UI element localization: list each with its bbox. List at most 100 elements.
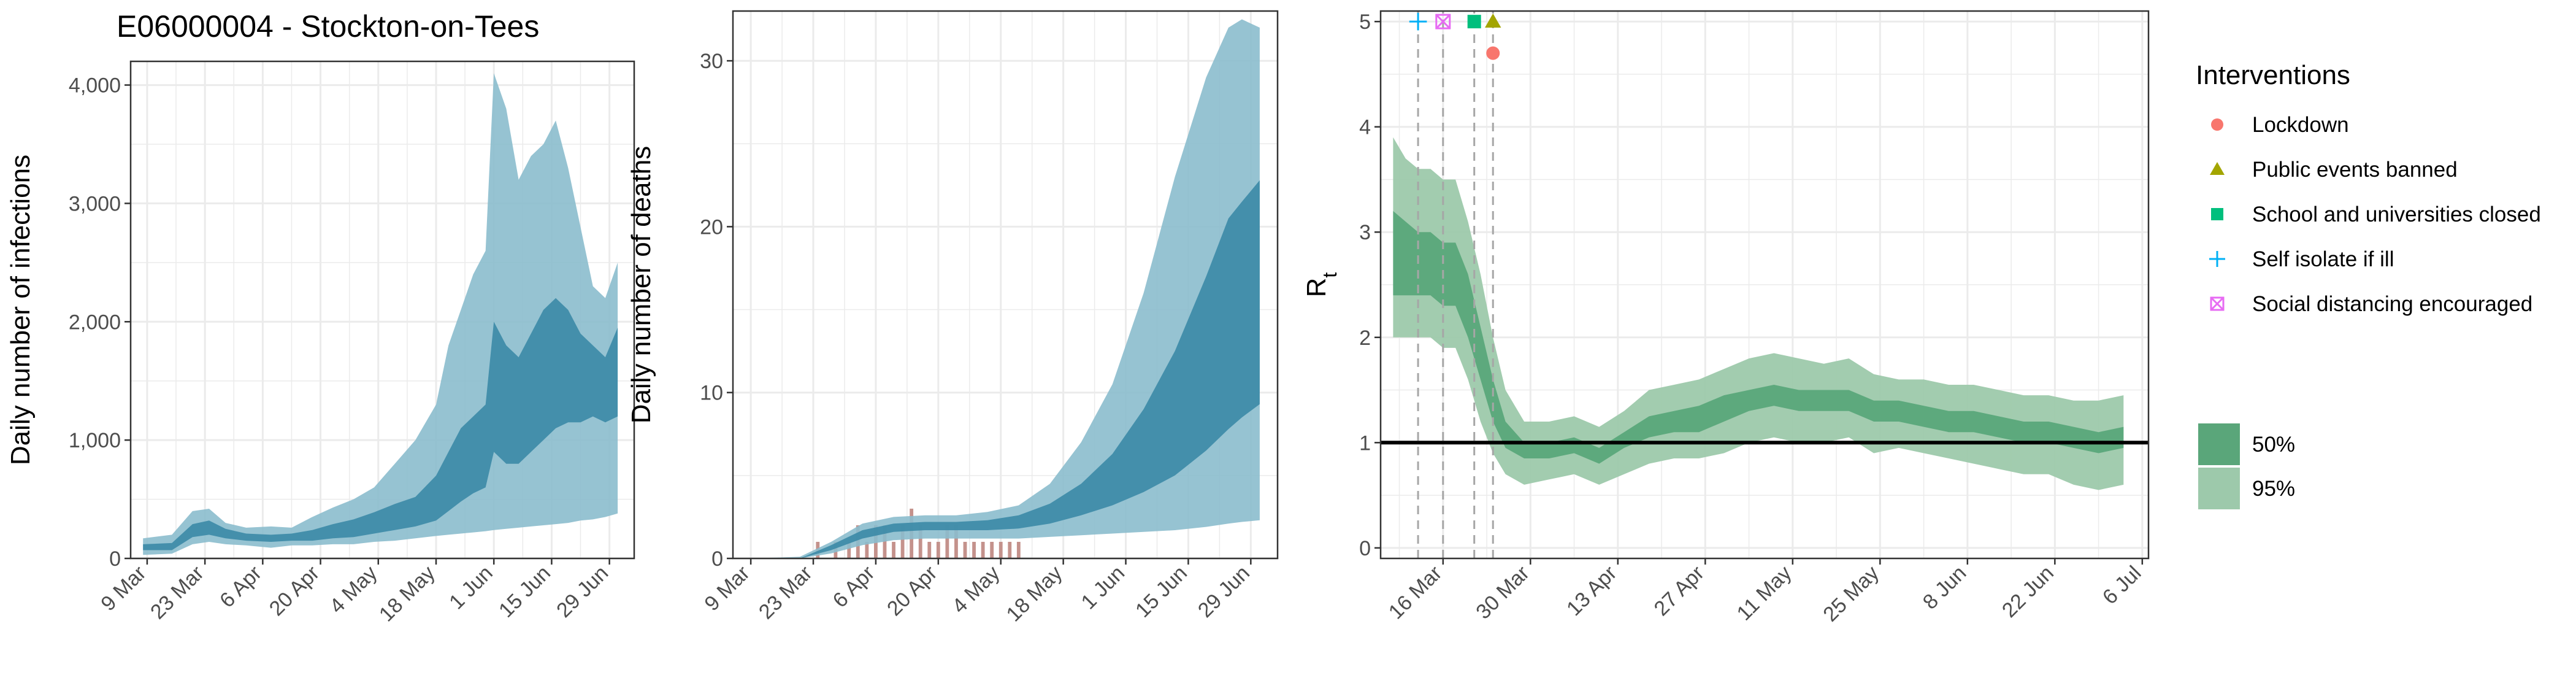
x-tick-label: 27 Apr <box>1650 561 1709 620</box>
legend-key-marker <box>2211 118 2223 131</box>
death-bar <box>918 525 922 558</box>
y-tick-label: 0 <box>711 547 723 571</box>
x-tick-label: 4 May <box>325 561 381 618</box>
death-bar <box>865 541 869 558</box>
y-tick-label: 2,000 <box>69 311 121 334</box>
death-bar <box>847 541 851 558</box>
y-tick-label: 0 <box>109 547 121 571</box>
cross-b <box>1435 14 1451 29</box>
legend-ci-swatch <box>2198 423 2240 465</box>
gridlines <box>1381 11 2149 558</box>
box <box>2210 296 2225 311</box>
plot-border <box>129 60 635 560</box>
death-bar <box>963 541 967 558</box>
death-bar <box>883 525 887 558</box>
x-tick-label: 20 Apr <box>265 561 324 620</box>
intervention-marker <box>1486 46 1500 60</box>
y-axis-label: Rt <box>1301 272 1341 298</box>
x-tick-label: 16 Mar <box>1384 561 1447 624</box>
box <box>1435 14 1451 29</box>
death-bar <box>927 541 932 558</box>
x-tick-label: 22 Jun <box>1998 561 2058 622</box>
death-bar <box>1016 541 1021 558</box>
ci-band-50pct <box>751 180 1260 558</box>
cross-b <box>2210 296 2225 311</box>
x-tick-label: 11 May <box>1733 561 1796 625</box>
x-tick-label: 1 Jun <box>1076 561 1129 614</box>
x-tick-label: 6 Jul <box>2098 561 2146 609</box>
intervention-marker <box>1485 13 1501 28</box>
legend-ci-label: 50% <box>2252 433 2295 457</box>
y-tick-label: 2 <box>1359 326 1371 350</box>
y-tick-label: 30 <box>700 50 723 73</box>
x-tick-label: 9 Mar <box>700 561 754 615</box>
y-tick-label: 20 <box>700 215 723 239</box>
death-bar <box>972 541 976 558</box>
page-title: E06000004 - Stockton-on-Tees <box>117 9 540 44</box>
y-axis-label: Daily number of deaths <box>626 146 656 423</box>
y-tick-label: 4,000 <box>69 74 121 98</box>
y-tick-label: 10 <box>700 382 723 405</box>
x-tick-label: 6 Apr <box>829 561 880 612</box>
death-bar <box>981 541 985 558</box>
ci-band-95pct <box>1393 137 2124 490</box>
death-bar <box>936 541 940 558</box>
y-tick-label: 5 <box>1359 10 1371 34</box>
legend-key-marker <box>2210 162 2225 175</box>
plot-area <box>1381 11 2149 558</box>
death-bar <box>945 525 949 558</box>
x-tick-label: 1 Jun <box>445 561 497 614</box>
legend-key-marker <box>2209 251 2225 267</box>
x-tick-label: 23 Mar <box>146 561 209 624</box>
x-tick-label: 6 Apr <box>215 561 266 612</box>
legend-item-label: School and universities closed <box>2252 203 2541 226</box>
plot-border <box>732 10 1279 560</box>
death-bar <box>954 525 958 558</box>
y-tick-label: 3 <box>1359 221 1371 244</box>
intervention-marker <box>1409 12 1427 31</box>
plot-border <box>1379 10 2150 560</box>
legend: Interventions Lockdown Public events banne… <box>2196 60 2541 509</box>
ci-band-95pct <box>751 19 1260 558</box>
x-tick-label: 15 Jun <box>494 561 555 622</box>
ci-band-50pct <box>1393 210 2124 464</box>
x-tick-label: 20 Apr <box>883 561 941 620</box>
death-bar <box>900 525 905 558</box>
x-tick-label: 29 Jun <box>1194 561 1254 622</box>
legend-key-marker <box>2210 296 2225 311</box>
death-bar <box>990 541 994 558</box>
plot-area <box>751 19 1260 558</box>
x-tick-label: 8 Jun <box>1919 561 1971 614</box>
x-tick-label: 23 Mar <box>754 561 817 624</box>
death-bar <box>1008 541 1012 558</box>
y-tick-label: 0 <box>1359 537 1371 560</box>
x-tick-label: 4 May <box>948 561 1004 618</box>
legend-key-marker <box>2211 208 2223 220</box>
y-tick-label: 3,000 <box>69 192 121 215</box>
plot-area <box>143 73 618 555</box>
y-axis-label: Daily number of infections <box>6 155 36 465</box>
y-tick-label: 1,000 <box>69 429 121 452</box>
legend-item-label: Self isolate if ill <box>2252 247 2394 271</box>
x-tick-label: 13 Apr <box>1562 561 1621 620</box>
legend-item-label: Lockdown <box>2252 113 2349 137</box>
y-tick-label: 4 <box>1359 116 1371 139</box>
legend-ci-swatch <box>2198 468 2240 509</box>
legend-ci-label: 95% <box>2252 477 2295 501</box>
x-tick-label: 18 May <box>375 561 440 627</box>
death-bar <box>892 541 895 558</box>
legend-item-label: Social distancing encouraged <box>2252 292 2532 316</box>
death-bar <box>999 541 1003 558</box>
x-tick-label: 25 May <box>1819 561 1884 627</box>
intervention-marker <box>1467 15 1481 29</box>
x-tick-label: 15 Jun <box>1131 561 1192 622</box>
x-tick-label: 18 May <box>1002 561 1067 627</box>
x-tick-label: 30 Mar <box>1471 561 1534 624</box>
ci-band-50pct <box>143 298 618 550</box>
panel-3: 0 1 2 3 4 5 16 Mar 30 Mar 13 Apr 27 Apr 11 May 25 M… <box>1301 10 2150 627</box>
legend-title: Interventions <box>2196 60 2350 90</box>
